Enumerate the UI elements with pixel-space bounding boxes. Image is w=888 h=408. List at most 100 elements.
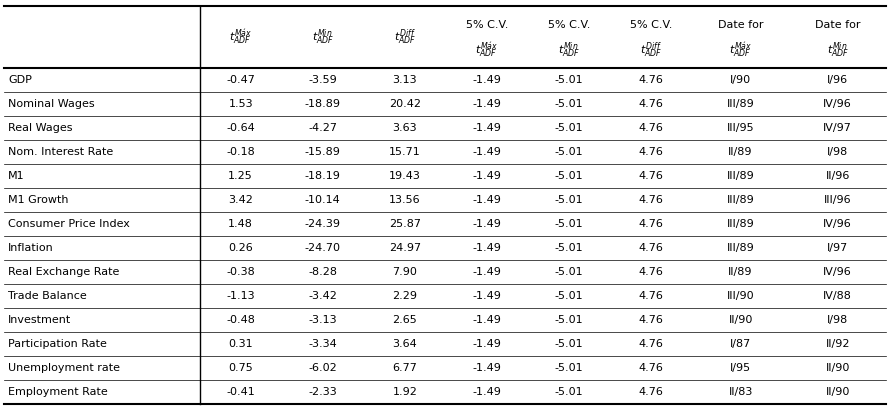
Text: 5% C.V.: 5% C.V.: [548, 20, 591, 30]
Text: -18.89: -18.89: [305, 99, 341, 109]
Text: 6.77: 6.77: [392, 363, 417, 373]
Text: IV/97: IV/97: [823, 123, 852, 133]
Text: 4.76: 4.76: [638, 315, 663, 325]
Text: 4.76: 4.76: [638, 195, 663, 205]
Text: -5.01: -5.01: [555, 363, 583, 373]
Text: 2.65: 2.65: [392, 315, 417, 325]
Text: -15.89: -15.89: [305, 147, 341, 157]
Text: Date for: Date for: [815, 20, 860, 30]
Text: 4.76: 4.76: [638, 171, 663, 181]
Text: -8.28: -8.28: [308, 267, 337, 277]
Text: -5.01: -5.01: [555, 387, 583, 397]
Text: -5.01: -5.01: [555, 195, 583, 205]
Text: Participation Rate: Participation Rate: [8, 339, 107, 349]
Text: -1.49: -1.49: [472, 291, 502, 301]
Text: Consumer Price Index: Consumer Price Index: [8, 219, 130, 229]
Text: Employment Rate: Employment Rate: [8, 387, 107, 397]
Text: Unemployment rate: Unemployment rate: [8, 363, 120, 373]
Text: -3.42: -3.42: [308, 291, 337, 301]
Text: -0.64: -0.64: [226, 123, 255, 133]
Text: -1.49: -1.49: [472, 267, 502, 277]
Text: -1.13: -1.13: [226, 291, 255, 301]
Text: -1.49: -1.49: [472, 99, 502, 109]
Text: 3.42: 3.42: [228, 195, 253, 205]
Text: IV/96: IV/96: [823, 219, 852, 229]
Text: -1.49: -1.49: [472, 219, 502, 229]
Text: 5% C.V.: 5% C.V.: [465, 20, 508, 30]
Text: II/90: II/90: [826, 363, 850, 373]
Text: Investment: Investment: [8, 315, 71, 325]
Text: -1.49: -1.49: [472, 387, 502, 397]
Text: Trade Balance: Trade Balance: [8, 291, 87, 301]
Text: -5.01: -5.01: [555, 99, 583, 109]
Text: II/90: II/90: [728, 315, 753, 325]
Text: -1.49: -1.49: [472, 123, 502, 133]
Text: -3.13: -3.13: [308, 315, 337, 325]
Text: -5.01: -5.01: [555, 339, 583, 349]
Text: Inflation: Inflation: [8, 243, 54, 253]
Text: I/87: I/87: [730, 339, 751, 349]
Text: -10.14: -10.14: [305, 195, 341, 205]
Text: 4.76: 4.76: [638, 123, 663, 133]
Text: -1.49: -1.49: [472, 363, 502, 373]
Text: 25.87: 25.87: [389, 219, 421, 229]
Text: 20.42: 20.42: [389, 99, 421, 109]
Text: 13.56: 13.56: [389, 195, 421, 205]
Text: -24.70: -24.70: [305, 243, 341, 253]
Text: 15.71: 15.71: [389, 147, 421, 157]
Text: III/95: III/95: [726, 123, 755, 133]
Text: III/96: III/96: [824, 195, 852, 205]
Text: Nom. Interest Rate: Nom. Interest Rate: [8, 147, 114, 157]
Text: -1.49: -1.49: [472, 75, 502, 85]
Text: 24.97: 24.97: [389, 243, 421, 253]
Text: I/95: I/95: [730, 363, 751, 373]
Text: III/89: III/89: [726, 99, 755, 109]
Text: -1.49: -1.49: [472, 243, 502, 253]
Text: 4.76: 4.76: [638, 339, 663, 349]
Text: IV/88: IV/88: [823, 291, 852, 301]
Text: III/90: III/90: [726, 291, 755, 301]
Text: -1.49: -1.49: [472, 171, 502, 181]
Text: 1.92: 1.92: [392, 387, 417, 397]
Text: $t_{ADF}^{Min}$: $t_{ADF}^{Min}$: [558, 41, 580, 60]
Text: III/89: III/89: [726, 171, 755, 181]
Text: I/96: I/96: [827, 75, 848, 85]
Text: I/98: I/98: [827, 315, 848, 325]
Text: -1.49: -1.49: [472, 147, 502, 157]
Text: M1: M1: [8, 171, 25, 181]
Text: 4.76: 4.76: [638, 219, 663, 229]
Text: 7.90: 7.90: [392, 267, 417, 277]
Text: I/97: I/97: [827, 243, 848, 253]
Text: -24.39: -24.39: [305, 219, 341, 229]
Text: 3.13: 3.13: [392, 75, 417, 85]
Text: -1.49: -1.49: [472, 195, 502, 205]
Text: IV/96: IV/96: [823, 99, 852, 109]
Text: II/83: II/83: [728, 387, 753, 397]
Text: 3.64: 3.64: [392, 339, 417, 349]
Text: -5.01: -5.01: [555, 243, 583, 253]
Text: I/98: I/98: [827, 147, 848, 157]
Text: Real Wages: Real Wages: [8, 123, 73, 133]
Text: 4.76: 4.76: [638, 291, 663, 301]
Text: M1 Growth: M1 Growth: [8, 195, 68, 205]
Text: -5.01: -5.01: [555, 267, 583, 277]
Text: III/89: III/89: [726, 195, 755, 205]
Text: II/90: II/90: [826, 387, 850, 397]
Text: -5.01: -5.01: [555, 75, 583, 85]
Text: II/96: II/96: [826, 171, 850, 181]
Text: 0.26: 0.26: [228, 243, 253, 253]
Text: -5.01: -5.01: [555, 171, 583, 181]
Text: 4.76: 4.76: [638, 387, 663, 397]
Text: -5.01: -5.01: [555, 147, 583, 157]
Text: $t_{ADF}^{M\acute{a}x}$: $t_{ADF}^{M\acute{a}x}$: [729, 41, 752, 60]
Text: 19.43: 19.43: [389, 171, 421, 181]
Text: -0.41: -0.41: [226, 387, 255, 397]
Text: 4.76: 4.76: [638, 147, 663, 157]
Text: 3.63: 3.63: [392, 123, 417, 133]
Text: -4.27: -4.27: [308, 123, 337, 133]
Text: -6.02: -6.02: [308, 363, 337, 373]
Text: 2.29: 2.29: [392, 291, 417, 301]
Text: 0.31: 0.31: [228, 339, 253, 349]
Text: -2.33: -2.33: [308, 387, 337, 397]
Text: -0.38: -0.38: [226, 267, 255, 277]
